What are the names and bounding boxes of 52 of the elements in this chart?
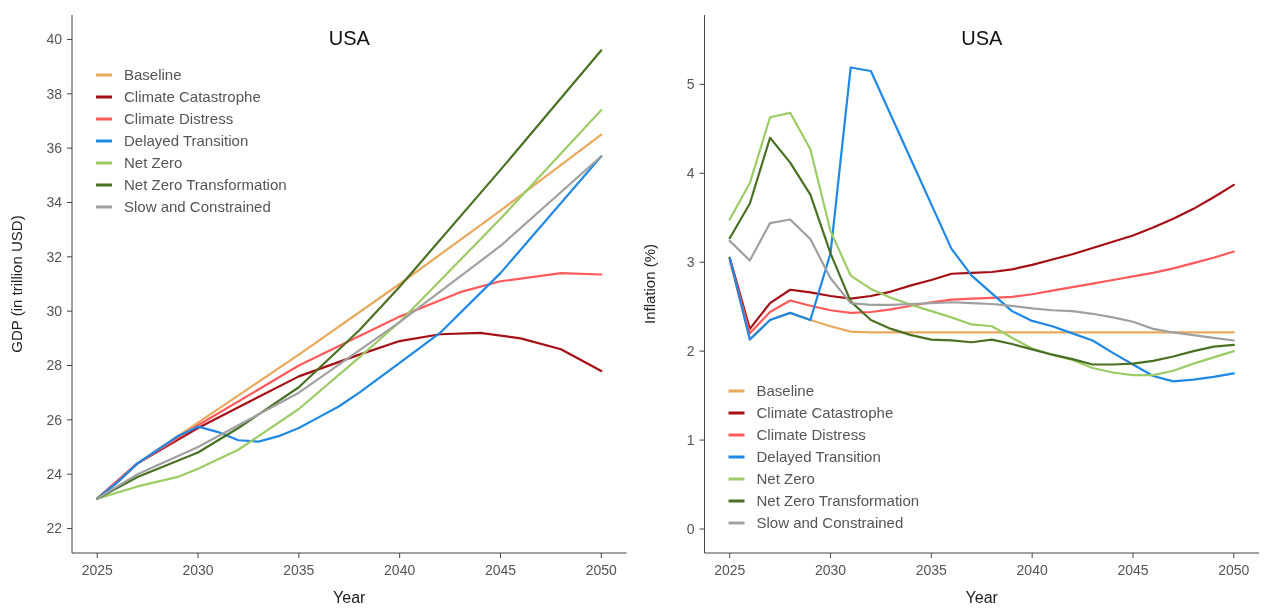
y-tick-label: 24 — [46, 466, 63, 483]
x-tick-label: 2035 — [915, 562, 948, 578]
y-tick-label: 0 — [686, 520, 695, 537]
x-tick-label: 2050 — [1218, 562, 1250, 578]
x-tick-label: 2025 — [714, 562, 746, 578]
x-tick-label: 2040 — [1016, 562, 1048, 578]
y-axis-title: Inflation (%) — [640, 243, 658, 325]
y-tick-label: 28 — [46, 357, 63, 374]
legend-label: Net Zero — [756, 470, 815, 488]
legend-label: Climate Catastrophe — [756, 404, 894, 422]
legend-label: Climate Distress — [756, 426, 866, 444]
legend-label: Baseline — [756, 382, 815, 400]
y-tick-label: 26 — [46, 411, 63, 428]
y-tick-label: 3 — [686, 254, 695, 271]
y-tick-label: 30 — [46, 303, 63, 320]
text: USA — [961, 27, 1003, 49]
legend-label: Net Zero — [124, 154, 183, 172]
line-series — [728, 250, 1235, 335]
y-tick-label: 1 — [686, 431, 695, 448]
x-tick-label: 2045 — [1117, 562, 1149, 578]
y-tick-label: 32 — [46, 248, 63, 265]
x-tick-label: 2045 — [484, 562, 517, 578]
text: USA — [328, 27, 371, 49]
y-axis-title: GDP (in trillion USD) — [8, 215, 25, 353]
x-tick-label: 2050 — [585, 562, 618, 578]
line-series — [728, 66, 1235, 383]
x-tick-label: 2030 — [182, 562, 214, 578]
legend-label: Baseline — [124, 66, 182, 84]
legend-label: Climate Catastrophe — [124, 88, 261, 106]
x-tick-label: 2025 — [81, 562, 113, 578]
y-tick-label: 36 — [46, 140, 63, 157]
y-tick-label: 4 — [686, 165, 695, 182]
y-tick-label: 40 — [46, 31, 63, 48]
y-tick-label: 34 — [46, 194, 63, 211]
line-series — [728, 183, 1235, 331]
x-axis-title: Year — [965, 589, 999, 606]
y-tick-label: 38 — [46, 85, 63, 102]
legend-label: Slow and Constrained — [124, 198, 271, 216]
y-tick-label: 2 — [686, 343, 695, 360]
x-tick-label: 2040 — [384, 562, 416, 578]
legend-label: Delayed Transition — [756, 448, 881, 466]
legend-label: Climate Distress — [124, 110, 234, 128]
line-series — [728, 218, 1235, 342]
legend-label: Delayed Transition — [124, 132, 249, 150]
legend-label: Slow and Constrained — [756, 514, 904, 532]
x-tick-label: 2035 — [283, 562, 315, 578]
legend-label: Net Zero Transformation — [756, 492, 920, 510]
x-axis-title: Year — [333, 589, 367, 606]
y-tick-label: 22 — [46, 520, 63, 537]
legend-label: Net Zero Transformation — [124, 176, 287, 194]
y-tick-label: 5 — [686, 76, 695, 93]
x-tick-label: 2030 — [814, 562, 847, 578]
